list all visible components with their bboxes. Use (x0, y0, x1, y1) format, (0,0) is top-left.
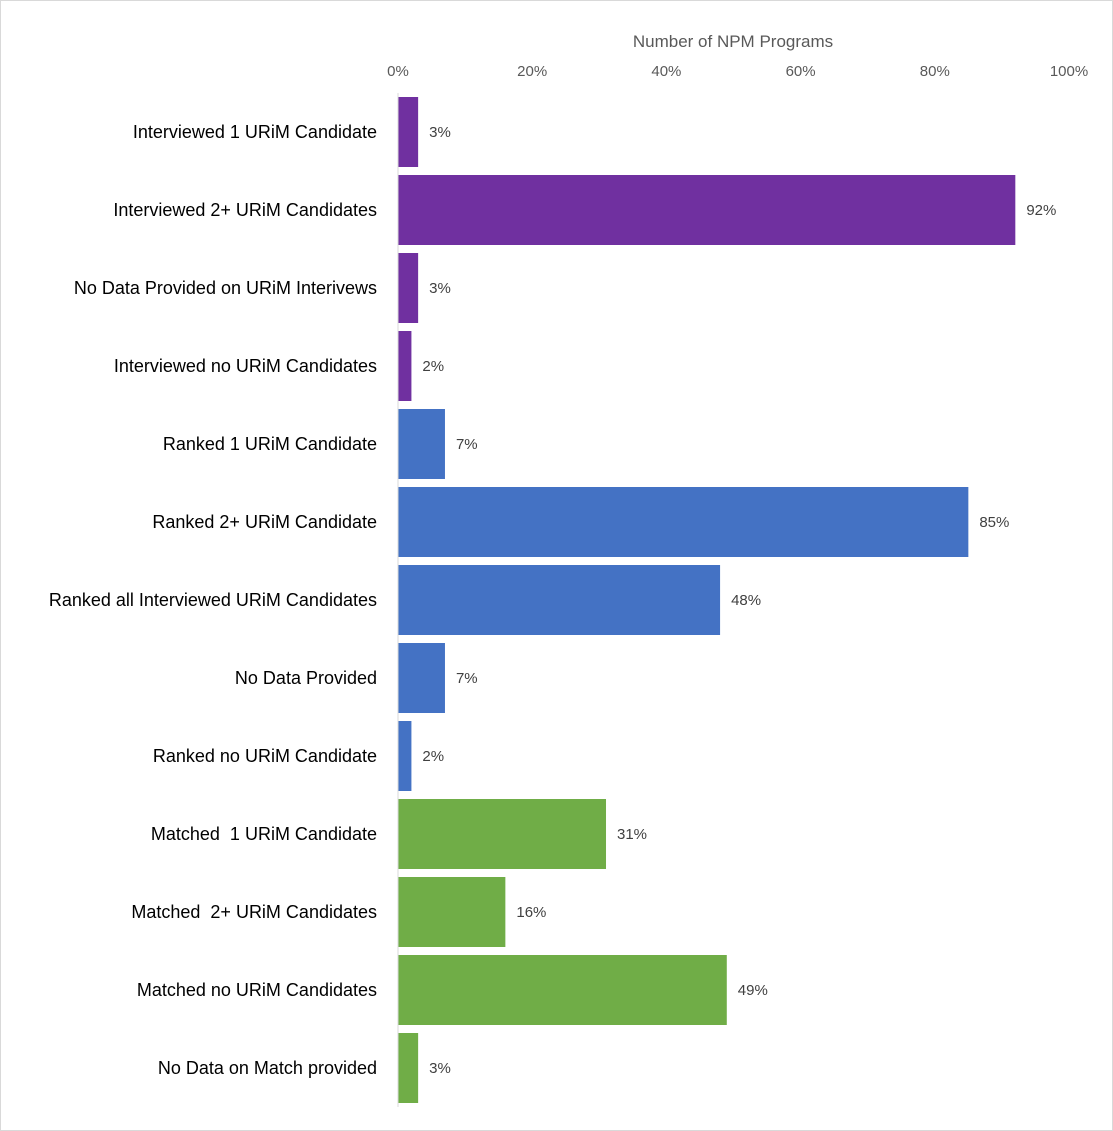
category-label: Interviewed 2+ URiM Candidates (113, 200, 377, 220)
bar (398, 253, 419, 323)
bar (398, 643, 445, 713)
category-label: Matched 1 URiM Candidate (151, 824, 377, 844)
bars (398, 97, 1016, 1103)
data-label: 3% (429, 1060, 451, 1077)
category-label: Interviewed 1 URiM Candidate (133, 122, 377, 142)
bar (398, 409, 445, 479)
data-label: 2% (422, 748, 444, 765)
x-tick-label: 80% (920, 63, 950, 80)
data-label: 2% (422, 358, 444, 375)
category-label: No Data Provided on URiM Interivews (74, 278, 377, 298)
bar (398, 1033, 419, 1103)
x-tick-label: 60% (786, 63, 816, 80)
data-label: 3% (429, 280, 451, 297)
category-label: Matched no URiM Candidates (137, 980, 377, 1000)
category-label: Ranked 2+ URiM Candidate (152, 512, 377, 532)
data-label: 85% (979, 514, 1009, 531)
category-label: Ranked no URiM Candidate (153, 746, 377, 766)
bar (398, 97, 419, 167)
category-label: No Data Provided (235, 668, 377, 688)
category-label: Ranked all Interviewed URiM Candidates (49, 590, 377, 610)
axis-title: Number of NPM Programs (633, 32, 833, 51)
category-label: Matched 2+ URiM Candidates (131, 902, 377, 922)
data-label: 16% (516, 904, 546, 921)
data-labels: 3% 92% 3% 2% 7% 85% 48% 7% 2% 31% 16% 49% 3% (422, 124, 1056, 1077)
category-label: No Data on Match provided (158, 1058, 377, 1078)
x-tick-label: 100% (1050, 63, 1088, 80)
data-label: 49% (738, 982, 768, 999)
bar (398, 565, 721, 635)
bar (398, 331, 412, 401)
bar (398, 721, 412, 791)
data-label: 7% (456, 670, 478, 687)
x-tick-label: 40% (651, 63, 681, 80)
data-label: 3% (429, 124, 451, 141)
data-label: 48% (731, 592, 761, 609)
bar (398, 955, 727, 1025)
data-label: 7% (456, 436, 478, 453)
bar (398, 877, 506, 947)
bar (398, 487, 969, 557)
category-label: Ranked 1 URiM Candidate (163, 434, 377, 454)
data-label: 92% (1026, 202, 1056, 219)
bar (398, 799, 607, 869)
category-labels: Interviewed 1 URiM Candidate Interviewed … (49, 122, 377, 1078)
bar (398, 175, 1016, 245)
data-label: 31% (617, 826, 647, 843)
x-tick-label: 0% (387, 63, 409, 80)
x-axis-ticks: 0% 20% 40% 60% 80% 100% (387, 63, 1088, 80)
x-tick-label: 20% (517, 63, 547, 80)
category-label: Interviewed no URiM Candidates (114, 356, 377, 376)
